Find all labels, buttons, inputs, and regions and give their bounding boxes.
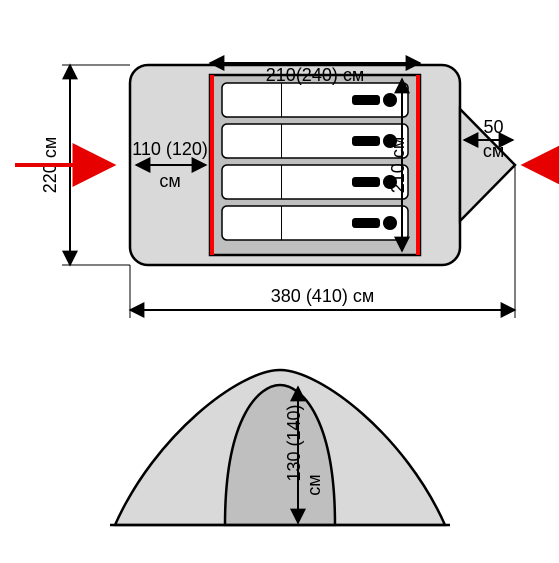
door-strip-right (416, 75, 420, 255)
dimension-label: 210(240) см (266, 65, 364, 85)
sleeping-pad (222, 165, 408, 199)
person-icon (352, 95, 380, 105)
sleeping-pad (222, 124, 408, 158)
dimension-label: см (159, 171, 180, 191)
dimension-label: см (483, 141, 504, 161)
person-icon (352, 136, 380, 146)
dimension-label: 50 (483, 117, 503, 137)
person-icon (352, 177, 380, 187)
dimension-label: 380 (410) см (271, 286, 374, 306)
person-icon (352, 218, 380, 228)
dimension-label: 130 (140) (284, 404, 304, 481)
person-icon (383, 216, 397, 230)
person-icon (383, 93, 397, 107)
dimension-label: см (304, 474, 324, 495)
dimension-label: 110 (120) (132, 139, 208, 159)
dimension-label: 210 см (388, 137, 408, 193)
sleeping-pad (222, 83, 408, 117)
door-strip-left (210, 75, 214, 255)
sleeping-pad (222, 206, 408, 240)
